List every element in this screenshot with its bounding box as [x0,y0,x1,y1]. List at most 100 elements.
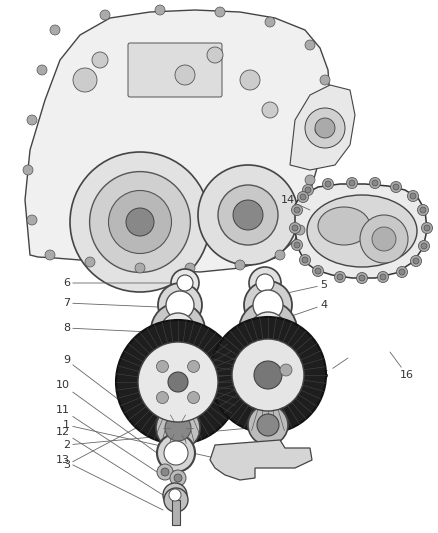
Circle shape [417,205,428,215]
Circle shape [198,165,298,265]
Circle shape [155,5,165,15]
Circle shape [302,257,308,263]
Text: 2: 2 [63,428,250,450]
Circle shape [320,75,330,85]
Circle shape [325,181,331,187]
Circle shape [23,165,33,175]
Circle shape [407,190,418,201]
Circle shape [240,70,260,90]
Circle shape [292,225,298,231]
Circle shape [380,274,386,280]
Circle shape [265,17,275,27]
Text: 16: 16 [390,352,414,380]
Circle shape [294,207,300,213]
Text: 4: 4 [280,300,327,320]
Circle shape [305,40,315,50]
Circle shape [177,275,193,291]
Circle shape [424,225,430,231]
Circle shape [300,194,306,200]
Text: 12: 12 [56,427,163,495]
Circle shape [372,227,396,251]
Circle shape [305,108,345,148]
Circle shape [297,191,308,203]
FancyBboxPatch shape [128,43,222,97]
Circle shape [410,255,421,266]
Text: 11: 11 [56,405,157,472]
Text: 3: 3 [63,378,230,470]
Circle shape [399,269,405,275]
Circle shape [280,364,292,376]
Circle shape [166,291,194,319]
Circle shape [218,185,278,245]
Circle shape [185,263,195,273]
Text: 5: 5 [278,280,327,295]
Circle shape [116,320,240,444]
Circle shape [158,283,202,327]
Circle shape [156,406,200,450]
Circle shape [151,303,205,357]
Circle shape [27,115,37,125]
Circle shape [187,360,200,373]
Circle shape [73,68,97,92]
Circle shape [100,10,110,20]
Circle shape [250,312,286,348]
Circle shape [244,281,292,329]
Circle shape [421,243,427,249]
Circle shape [290,222,300,233]
Circle shape [92,52,108,68]
Circle shape [163,483,187,507]
Circle shape [315,125,325,135]
Circle shape [157,434,195,472]
Bar [172,500,180,525]
Circle shape [393,184,399,190]
Circle shape [168,372,188,392]
Circle shape [174,474,182,482]
Circle shape [360,215,408,263]
Circle shape [300,254,311,265]
Circle shape [138,342,218,422]
Circle shape [70,152,210,292]
Circle shape [157,464,173,480]
Circle shape [292,205,303,215]
Circle shape [315,118,335,138]
Circle shape [156,392,169,403]
Circle shape [262,102,278,118]
Circle shape [45,250,55,260]
Circle shape [248,405,288,445]
Circle shape [210,317,326,433]
Circle shape [391,182,402,192]
Circle shape [161,468,169,476]
Circle shape [253,290,283,320]
Circle shape [420,207,426,213]
Ellipse shape [307,195,417,267]
Circle shape [135,263,145,273]
Circle shape [165,415,191,441]
Circle shape [378,271,389,282]
Circle shape [357,272,367,284]
Text: 9: 9 [63,355,156,428]
Circle shape [239,301,297,359]
Circle shape [396,266,407,278]
Circle shape [413,258,419,264]
Circle shape [161,313,195,347]
Text: 13: 13 [56,455,163,510]
Circle shape [410,193,416,199]
Circle shape [249,267,281,299]
Circle shape [235,260,245,270]
Circle shape [294,242,300,248]
Circle shape [305,187,311,193]
Circle shape [303,184,314,196]
Circle shape [275,250,285,260]
Circle shape [257,414,279,436]
Circle shape [322,179,333,190]
Circle shape [233,200,263,230]
Text: 10: 10 [56,380,157,453]
Circle shape [207,47,223,63]
Text: 15: 15 [316,358,348,380]
Circle shape [126,208,154,236]
Circle shape [256,274,274,292]
Text: 6: 6 [63,278,172,288]
Text: 1: 1 [63,420,215,458]
Circle shape [349,180,355,186]
Circle shape [346,177,357,189]
